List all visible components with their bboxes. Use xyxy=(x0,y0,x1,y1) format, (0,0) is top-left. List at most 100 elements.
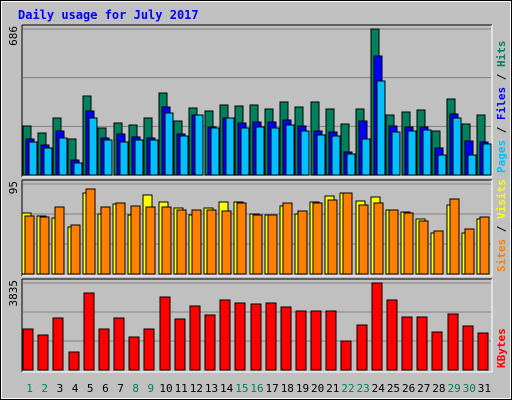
x-tick-label-day-29: 29 xyxy=(447,382,460,395)
x-tick-label-day-6: 6 xyxy=(102,382,109,395)
bar-pages-day-21 xyxy=(331,135,341,176)
bar-pages-day-29 xyxy=(452,117,462,176)
bar-kbytes-day-2 xyxy=(37,334,49,371)
legend-pages: Pages xyxy=(495,140,508,173)
bar-kbytes-day-18 xyxy=(280,306,292,371)
bar-pages-day-10 xyxy=(164,112,174,176)
bar-pages-day-9 xyxy=(149,139,159,176)
bar-sites-day-23 xyxy=(358,204,369,275)
bar-kbytes-day-4 xyxy=(68,351,80,371)
bar-kbytes-day-29 xyxy=(447,313,459,371)
bar-sites-day-22 xyxy=(342,192,353,275)
bar-pages-day-24 xyxy=(376,80,386,176)
label-separator: / xyxy=(495,120,508,140)
bar-sites-day-19 xyxy=(297,210,308,275)
bar-pages-day-14 xyxy=(225,117,235,176)
x-tick-label-day-23: 23 xyxy=(357,382,370,395)
bar-kbytes-day-22 xyxy=(340,340,352,371)
bar-pages-day-13 xyxy=(210,127,220,176)
bar-sites-day-6 xyxy=(100,206,111,275)
x-tick-label-day-16: 16 xyxy=(250,382,263,395)
bar-kbytes-day-7 xyxy=(113,317,125,371)
bar-sites-day-5 xyxy=(85,188,96,275)
chart-title: Daily usage for July 2017 xyxy=(18,8,199,22)
bar-sites-day-10 xyxy=(161,206,172,275)
bar-sites-day-18 xyxy=(282,202,293,275)
bar-pages-day-26 xyxy=(407,130,417,176)
bar-pages-day-16 xyxy=(255,126,265,176)
bar-pages-day-2 xyxy=(43,147,53,176)
x-tick-label-day-18: 18 xyxy=(281,382,294,395)
bar-pages-day-30 xyxy=(467,154,477,176)
bar-pages-day-12 xyxy=(194,114,204,176)
panel-hits-files-pages: 686 Pages / Files / Hits xyxy=(7,24,508,178)
x-tick-label-day-2: 2 xyxy=(41,382,48,395)
bar-sites-day-17 xyxy=(267,214,278,275)
x-tick-label-day-7: 7 xyxy=(117,382,124,395)
bar-kbytes-day-19 xyxy=(295,310,307,371)
x-tick-label-day-15: 15 xyxy=(235,382,248,395)
bar-sites-day-28 xyxy=(433,230,444,275)
bar-kbytes-day-21 xyxy=(325,310,337,371)
bar-sites-day-9 xyxy=(145,206,156,275)
series-axis-label: Sites / Visits xyxy=(495,179,508,272)
bar-sites-day-4 xyxy=(70,224,81,275)
x-tick-label-day-27: 27 xyxy=(417,382,430,395)
bar-pages-day-5 xyxy=(88,117,98,176)
bar-pages-day-1 xyxy=(28,141,38,176)
bar-sites-day-21 xyxy=(327,199,338,275)
bar-pages-day-6 xyxy=(103,139,113,176)
bar-sites-day-16 xyxy=(252,214,263,275)
bar-pages-day-7 xyxy=(119,141,129,176)
bar-kbytes-day-5 xyxy=(83,292,95,371)
bar-kbytes-day-13 xyxy=(204,314,216,371)
bar-sites-day-20 xyxy=(312,202,323,275)
bar-kbytes-day-3 xyxy=(52,317,64,371)
legend-kbytes: KBytes xyxy=(495,328,508,368)
bar-pages-day-3 xyxy=(58,137,68,176)
panel-kbytes: 3835 KBytes xyxy=(7,278,508,373)
bar-sites-day-26 xyxy=(403,212,414,275)
bar-sites-day-14 xyxy=(221,210,232,275)
bar-kbytes-day-20 xyxy=(310,310,322,371)
bar-pages-day-15 xyxy=(240,127,250,176)
x-tick-label-day-8: 8 xyxy=(132,382,139,395)
bar-sites-day-1 xyxy=(24,215,35,275)
bar-kbytes-day-24 xyxy=(371,282,383,371)
bar-sites-day-13 xyxy=(206,209,217,275)
x-tick-label-day-31: 31 xyxy=(478,382,491,395)
bar-pages-day-22 xyxy=(346,153,356,176)
legend-visits: Visits xyxy=(495,179,508,219)
bar-sites-day-8 xyxy=(130,205,141,275)
bar-kbytes-day-28 xyxy=(431,331,443,371)
bar-pages-day-8 xyxy=(134,139,144,176)
y-max-label: 3835 xyxy=(7,280,20,307)
x-tick-label-day-5: 5 xyxy=(87,382,94,395)
bar-sites-day-29 xyxy=(449,198,460,275)
x-tick-label-day-20: 20 xyxy=(311,382,324,395)
x-tick-label-day-24: 24 xyxy=(372,382,386,395)
bar-pages-day-27 xyxy=(422,129,432,176)
label-separator: / xyxy=(495,219,508,239)
bar-kbytes-day-12 xyxy=(189,305,201,371)
x-tick-label-day-17: 17 xyxy=(266,382,279,395)
y-max-label: 95 xyxy=(7,181,20,194)
panel-visits-sites: 95 Sites / Visits xyxy=(7,179,508,277)
bar-pages-day-18 xyxy=(285,124,295,176)
bar-sites-day-7 xyxy=(115,202,126,275)
bar-kbytes-day-26 xyxy=(401,316,413,371)
legend-sites: Sites xyxy=(495,239,508,272)
x-tick-label-day-1: 1 xyxy=(26,382,33,395)
bar-sites-day-24 xyxy=(373,202,384,275)
x-tick-label-day-19: 19 xyxy=(296,382,309,395)
legend-files: Files xyxy=(495,87,508,120)
bar-sites-day-31 xyxy=(479,216,490,275)
legend-hits: Hits xyxy=(495,41,508,68)
bar-sites-day-27 xyxy=(418,220,429,275)
x-tick-label-day-30: 30 xyxy=(463,382,476,395)
bar-kbytes-day-9 xyxy=(143,328,155,371)
x-tick-label-day-26: 26 xyxy=(402,382,415,395)
bar-pages-day-25 xyxy=(391,131,401,176)
